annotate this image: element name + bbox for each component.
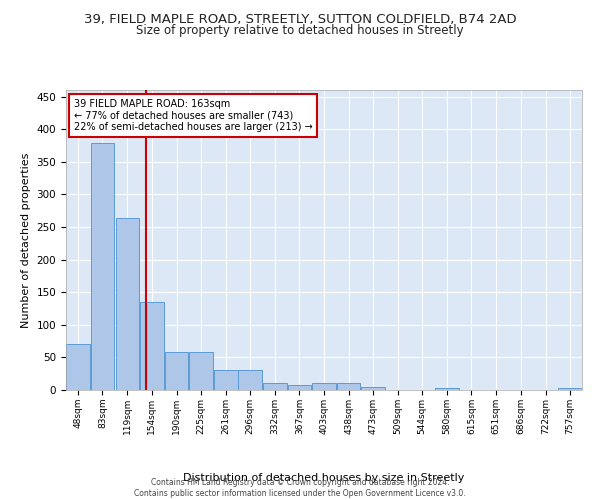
Bar xyxy=(116,218,139,390)
Bar xyxy=(165,352,188,390)
Bar xyxy=(313,384,336,390)
Bar xyxy=(337,384,361,390)
Bar xyxy=(91,144,114,390)
Bar xyxy=(66,344,90,390)
Text: 39 FIELD MAPLE ROAD: 163sqm
← 77% of detached houses are smaller (743)
22% of se: 39 FIELD MAPLE ROAD: 163sqm ← 77% of det… xyxy=(74,99,313,132)
Bar xyxy=(287,385,311,390)
Bar xyxy=(435,388,459,390)
Bar xyxy=(361,386,385,390)
Text: Contains HM Land Registry data © Crown copyright and database right 2024.
Contai: Contains HM Land Registry data © Crown c… xyxy=(134,478,466,498)
Bar xyxy=(214,370,238,390)
Bar xyxy=(238,370,262,390)
Bar xyxy=(140,302,164,390)
X-axis label: Distribution of detached houses by size in Streetly: Distribution of detached houses by size … xyxy=(184,473,464,483)
Text: Size of property relative to detached houses in Streetly: Size of property relative to detached ho… xyxy=(136,24,464,37)
Text: 39, FIELD MAPLE ROAD, STREETLY, SUTTON COLDFIELD, B74 2AD: 39, FIELD MAPLE ROAD, STREETLY, SUTTON C… xyxy=(83,12,517,26)
Y-axis label: Number of detached properties: Number of detached properties xyxy=(21,152,31,328)
Bar xyxy=(558,388,582,390)
Bar xyxy=(189,352,213,390)
Bar xyxy=(263,384,287,390)
